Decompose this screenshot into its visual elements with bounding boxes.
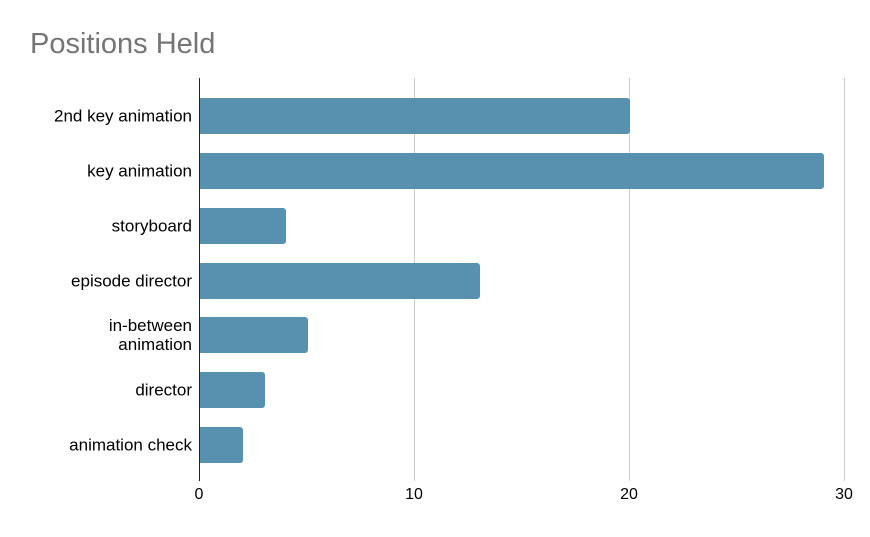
gridline-x-30 [844, 78, 845, 481]
chart-title: Positions Held [30, 28, 216, 60]
plot-area [199, 78, 856, 481]
bar-episode-director[interactable] [200, 263, 480, 299]
bar-animation-check[interactable] [200, 427, 243, 463]
category-label-in-between-animation: in-between animation [108, 316, 192, 355]
bar-director[interactable] [200, 372, 265, 408]
bar-2nd-key-animation[interactable] [200, 98, 630, 134]
y-axis-line [199, 78, 200, 481]
x-tick-label-10: 10 [405, 486, 423, 503]
category-label-2nd-key-animation: 2nd key animation [54, 106, 192, 126]
x-tick-label-20: 20 [620, 486, 638, 503]
category-label-key-animation: key animation [87, 161, 192, 181]
x-tick-label-30: 30 [835, 486, 853, 503]
category-label-storyboard: storyboard [111, 216, 192, 236]
x-tick-label-0: 0 [194, 486, 204, 503]
category-label-director: director [135, 380, 192, 400]
bar-in-between-animation[interactable] [200, 317, 308, 353]
category-label-episode-director: episode director [71, 271, 192, 291]
category-label-animation-check: animation check [69, 435, 192, 455]
gridline-x-20 [629, 78, 630, 481]
bar-key-animation[interactable] [200, 153, 824, 189]
bar-storyboard[interactable] [200, 208, 286, 244]
